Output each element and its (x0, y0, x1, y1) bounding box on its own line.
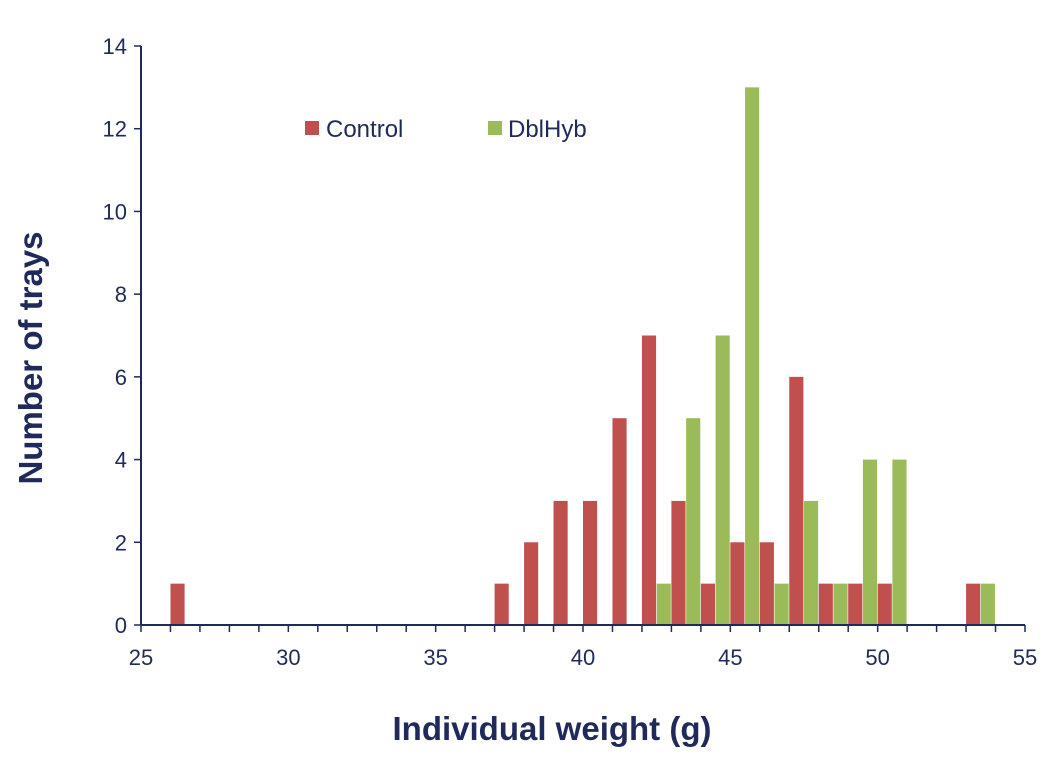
y-tick-label: 14 (103, 34, 127, 59)
bar-dblhyb-43 (686, 418, 701, 625)
y-axis-title: Number of trays (12, 231, 49, 484)
bar-control-39 (553, 500, 568, 625)
bar-control-45 (730, 542, 745, 625)
legend-label-dblhyb: DblHyb (508, 116, 587, 143)
x-tick-label: 55 (1013, 645, 1037, 670)
x-tick-label: 40 (571, 645, 595, 670)
legend-swatch-dblhyb (488, 121, 502, 135)
bar-control-49 (848, 583, 863, 625)
bar-dblhyb-44 (715, 335, 730, 625)
bar-control-37 (494, 583, 509, 625)
x-tick-label: 35 (423, 645, 447, 670)
bar-control-43 (671, 500, 686, 625)
bar-dblhyb-46 (774, 583, 789, 625)
bar-control-46 (759, 542, 774, 625)
bar-dblhyb-50 (892, 459, 907, 625)
bar-control-42 (641, 335, 657, 625)
bar-dblhyb-53 (980, 583, 995, 625)
legend-swatch-control (305, 121, 319, 135)
bar-control-47 (789, 376, 804, 625)
y-tick-label: 0 (115, 613, 127, 638)
bar-control-26 (170, 583, 185, 625)
y-tick-label: 2 (115, 530, 127, 555)
x-tick-label: 45 (718, 645, 742, 670)
ticks-group: 25 30 35 40 45 50 55 0 2 4 6 8 10 12 14 (103, 34, 1038, 670)
x-axis-title: Individual weight (g) (393, 710, 712, 747)
y-tick-label: 10 (103, 199, 127, 224)
bar-control-48 (818, 583, 833, 625)
bar-dblhyb-42 (656, 583, 671, 625)
y-tick-label: 4 (115, 448, 127, 473)
bar-control-38 (524, 542, 539, 625)
x-tick-label: 25 (129, 645, 153, 670)
bar-control-44 (700, 583, 715, 625)
y-tick-label: 8 (115, 282, 127, 307)
legend-label-control: Control (326, 116, 403, 143)
bar-control-53 (966, 583, 981, 625)
x-tick-label: 30 (276, 645, 300, 670)
bar-control-40 (583, 500, 598, 625)
bars-group (170, 87, 995, 626)
bar-control-50 (877, 583, 892, 625)
legend: Control DblHyb (305, 116, 587, 143)
bar-dblhyb-49 (862, 459, 878, 625)
bar-dblhyb-45 (745, 87, 760, 626)
bar-dblhyb-47 (804, 500, 819, 625)
x-tick-label: 50 (865, 645, 889, 670)
y-tick-label: 12 (103, 117, 127, 142)
y-tick-label: 6 (115, 365, 127, 390)
bar-dblhyb-48 (833, 583, 848, 625)
bar-control-41 (612, 418, 627, 625)
